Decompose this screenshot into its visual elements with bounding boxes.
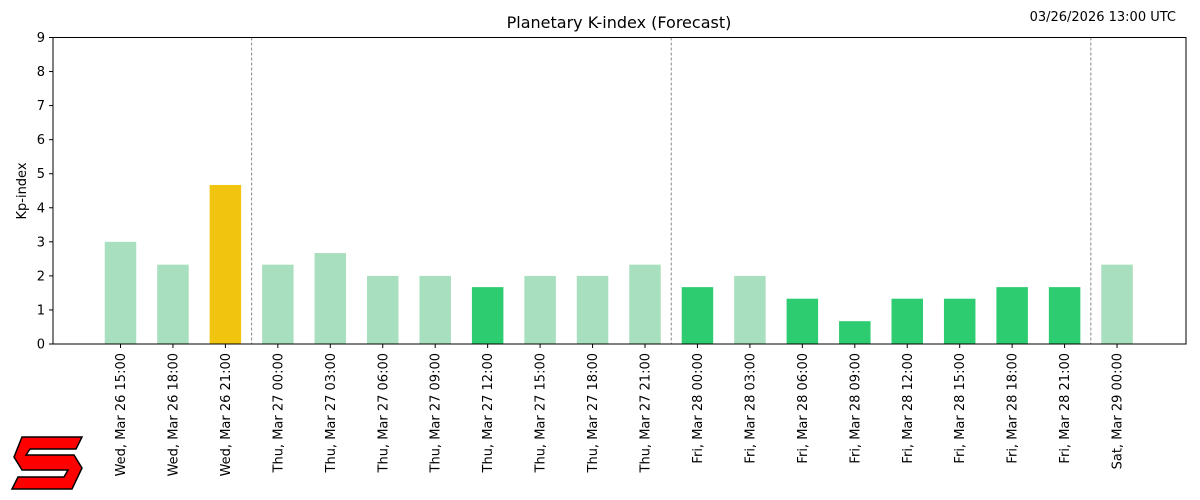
x-tick-label-12: Fri, Mar 28 03:00: [743, 353, 758, 464]
bar-9: [576, 275, 609, 344]
bar-17: [996, 287, 1028, 344]
x-tick-label-19: Sat, Mar 29 00:00: [1111, 353, 1126, 469]
bar-11: [681, 287, 714, 344]
x-tick-label-6: Thu, Mar 27 09:00: [429, 353, 444, 473]
bar-18: [1048, 287, 1081, 344]
bar-16: [943, 298, 976, 344]
y-tick-label-0: 0: [37, 338, 45, 353]
y-tick-label-5: 5: [37, 167, 45, 182]
x-tick-label-15: Fri, Mar 28 12:00: [901, 353, 916, 464]
y-tick-label-7: 7: [37, 99, 45, 114]
x-tick-label-7: Thu, Mar 27 12:00: [481, 353, 496, 473]
bar-1: [157, 264, 189, 344]
x-tick-label-2: Wed, Mar 26 21:00: [219, 353, 234, 476]
x-tick-label-17: Fri, Mar 28 18:00: [1006, 353, 1021, 464]
bar-13: [786, 298, 819, 344]
bar-12: [734, 275, 766, 344]
bar-10: [629, 264, 661, 344]
bar-3: [262, 264, 294, 344]
x-tick-label-3: Thu, Mar 27 00:00: [271, 353, 286, 473]
bar-2: [209, 184, 242, 344]
x-tick-label-11: Fri, Mar 28 00:00: [691, 353, 706, 464]
bar-0: [104, 241, 137, 344]
bar-4: [314, 253, 347, 344]
y-tick-label-9: 9: [37, 31, 45, 46]
x-tick-label-1: Wed, Mar 26 18:00: [166, 353, 181, 476]
y-tick-label-6: 6: [37, 133, 45, 148]
x-tick-label-5: Thu, Mar 27 06:00: [376, 353, 391, 473]
y-tick-label-4: 4: [37, 201, 45, 216]
chart-title: Planetary K-index (Forecast): [507, 13, 732, 32]
logo-s-shape: [10, 436, 84, 490]
y-tick-label-1: 1: [37, 303, 45, 318]
x-tick-label-9: Thu, Mar 27 18:00: [586, 353, 601, 473]
y-tick-label-3: 3: [37, 235, 45, 250]
bar-15: [891, 298, 923, 344]
red-s-logo: [10, 436, 84, 490]
x-tick-label-13: Fri, Mar 28 06:00: [796, 353, 811, 464]
bar-19: [1101, 264, 1133, 344]
y-tick-label-8: 8: [37, 65, 45, 80]
x-tick-label-14: Fri, Mar 28 09:00: [848, 353, 863, 464]
y-axis-label: Kp-index: [15, 162, 30, 219]
x-tick-label-16: Fri, Mar 28 15:00: [953, 353, 968, 464]
plot-frame: [52, 37, 1187, 345]
plot-area: 0 1 2 3 4 5 6 7 8 9 Wed, Mar 26 15:00 Wed, Mar 26 1…: [37, 31, 1187, 476]
x-tick-label-10: Thu, Mar 27 21:00: [639, 353, 654, 473]
timestamp: 03/26/2026 13:00 UTC: [1030, 10, 1176, 25]
y-tick-label-2: 2: [37, 269, 45, 284]
bar-14: [839, 321, 871, 344]
x-tick-label-4: Thu, Mar 27 03:00: [324, 353, 339, 473]
bar-6: [419, 275, 451, 344]
x-tick-label-8: Thu, Mar 27 15:00: [534, 353, 549, 473]
bar-8: [524, 275, 556, 344]
bar-7: [471, 287, 504, 344]
bar-5: [367, 275, 399, 344]
x-tick-label-18: Fri, Mar 28 21:00: [1058, 353, 1073, 464]
x-tick-label-0: Wed, Mar 26 15:00: [114, 353, 129, 476]
